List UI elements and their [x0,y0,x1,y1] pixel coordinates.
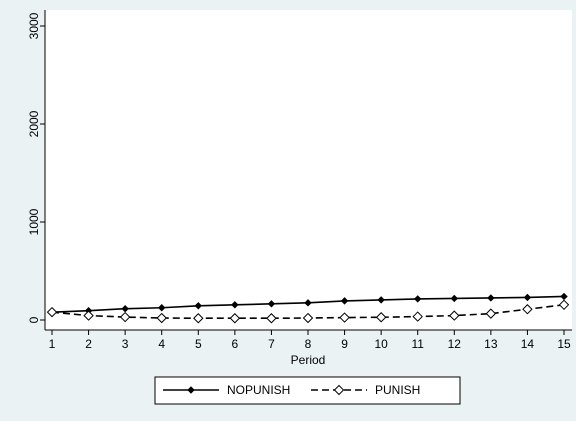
data-point [487,294,495,302]
data-point [83,310,94,321]
x-tick-label: 10 [374,337,388,351]
data-point [194,302,202,310]
data-point [377,296,385,304]
data-point [339,312,350,323]
legend-marker [333,384,345,396]
x-tick-label: 8 [305,337,312,351]
data-point [375,312,387,323]
data-point [450,294,458,303]
data-point [414,295,422,303]
x-tick-label: 1 [49,337,56,351]
data-point [193,313,204,324]
y-tick-label: 1000 [27,208,41,235]
x-tick-label: 11 [411,337,424,351]
x-tick-label: 12 [448,337,462,351]
data-point [522,304,533,315]
data-point [119,311,131,323]
plot-area [45,10,572,330]
x-axis-label: Period [291,353,326,367]
legend-marker [187,386,195,394]
data-point [302,312,314,324]
x-tick-label: 4 [158,337,165,351]
data-point [304,299,312,307]
y-tick-label: 3000 [27,12,41,39]
x-tick-label: 2 [85,337,92,351]
x-tick-label: 9 [341,337,348,351]
x-tick-label: 14 [521,337,535,351]
y-tick-label: 0 [27,316,41,323]
data-point [340,297,349,305]
data-point [267,300,276,308]
x-tick-label: 3 [122,337,129,351]
data-point [229,313,241,324]
data-point [266,313,277,324]
data-point [412,311,423,322]
legend-label: NOPUNISH [227,383,290,397]
x-tick-label: 6 [232,337,239,351]
data-point [523,293,532,302]
x-tick-label: 13 [484,337,498,351]
data-point [449,310,460,321]
x-tick-label: 7 [268,337,275,351]
data-point [158,304,166,312]
data-point [231,301,239,309]
legend-label: PUNISH [375,383,420,397]
data-point [46,306,58,318]
data-point [558,299,570,311]
data-point [485,308,497,319]
data-point [156,312,167,324]
data-point [121,305,129,313]
data-point [560,292,568,301]
x-tick-label: 15 [557,337,571,351]
x-tick-label: 5 [195,337,202,351]
y-tick-label: 2000 [27,110,41,137]
